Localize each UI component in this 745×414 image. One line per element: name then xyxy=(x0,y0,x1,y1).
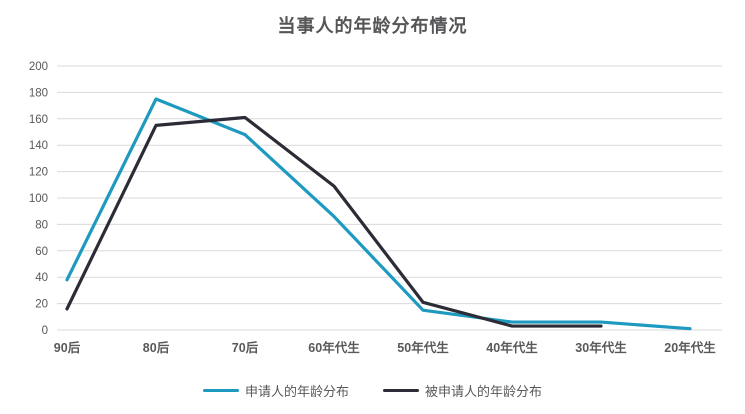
x-axis-category-label: 30年代生 xyxy=(575,340,627,355)
legend-line-respondent-swatch xyxy=(383,388,419,393)
y-axis-tick-label: 140 xyxy=(29,140,48,152)
x-axis-category-label: 50年代生 xyxy=(397,340,449,355)
x-axis-category-label: 70后 xyxy=(232,340,259,355)
x-axis-category-label: 20年代生 xyxy=(664,340,716,355)
x-axis-category-label: 40年代生 xyxy=(486,340,538,355)
legend-item-respondent: 被申请人的年龄分布 xyxy=(383,381,542,400)
y-axis-tick-label: 120 xyxy=(29,167,48,179)
y-axis-tick-label: 80 xyxy=(35,219,48,231)
y-axis-tick-label: 60 xyxy=(35,246,48,258)
x-axis-category-label: 90后 xyxy=(54,340,81,355)
plot-area: 0 20 40 60 80 100 120 140 160 180 200 90后 80后 70后 60年代… xyxy=(29,61,722,355)
y-axis-tick-label: 160 xyxy=(29,114,48,126)
series-line-respondent xyxy=(65,115,603,328)
y-axis-tick-label: 200 xyxy=(29,61,48,73)
y-axis-tick-label: 180 xyxy=(29,87,48,99)
legend-label-respondent: 被申请人的年龄分布 xyxy=(425,384,543,399)
series-line-applicant xyxy=(65,97,692,331)
y-axis-tick-label: 20 xyxy=(35,299,48,311)
legend-item-applicant: 申请人的年龄分布 xyxy=(202,381,349,400)
y-axis-tick-label: 100 xyxy=(29,193,48,205)
chart-title: 当事人的年龄分布情况 xyxy=(277,16,468,36)
legend-label-applicant: 申请人的年龄分布 xyxy=(244,384,349,399)
legend: 申请人的年龄分布 被申请人的年龄分布 xyxy=(0,381,745,400)
x-axis-category-label: 80后 xyxy=(143,340,170,355)
x-axis-category-label: 60年代生 xyxy=(308,340,360,355)
y-axis-tick-label: 40 xyxy=(35,272,48,284)
legend-line-applicant-swatch xyxy=(202,388,239,393)
y-axis-tick-label: 0 xyxy=(42,325,48,337)
